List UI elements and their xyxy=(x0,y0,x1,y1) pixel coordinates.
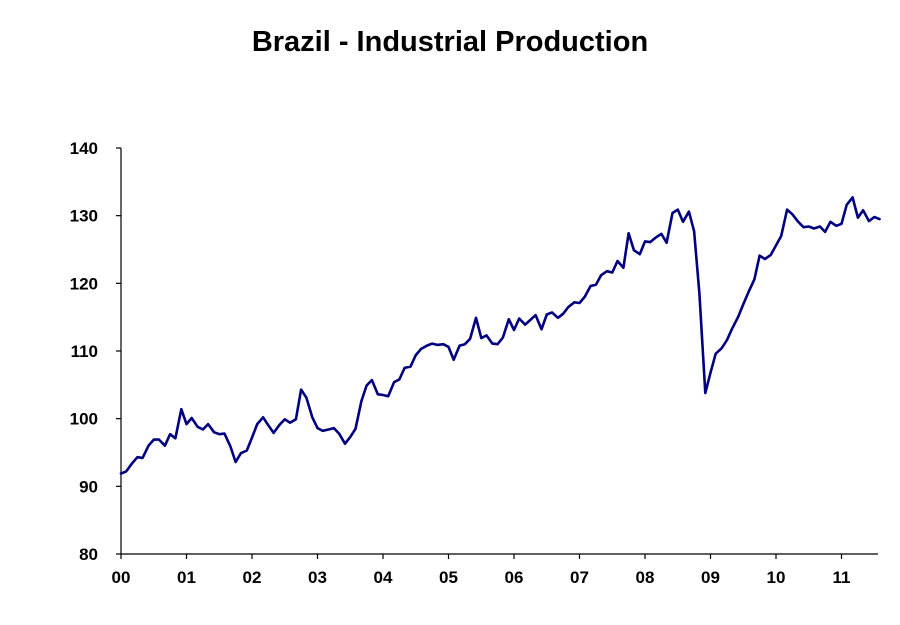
series-group xyxy=(119,196,881,475)
x-tick-label: 08 xyxy=(636,568,655,587)
series-line xyxy=(119,196,881,475)
x-axis: 00 01 02 03 04 05 06 07 08 09 10 11 xyxy=(112,553,878,587)
x-tick-label: 06 xyxy=(505,568,524,587)
y-tick-label: 100 xyxy=(70,410,98,429)
x-tick-label: 10 xyxy=(767,568,786,587)
chart-title: Brazil - Industrial Production xyxy=(251,26,649,58)
x-tick-label: 04 xyxy=(374,568,393,587)
y-tick-label: 140 xyxy=(70,139,98,158)
y-tick-label: 110 xyxy=(71,342,98,361)
y-tick-label: 120 xyxy=(70,274,98,293)
x-tick-label: 05 xyxy=(439,568,458,587)
x-tick-label: 03 xyxy=(308,568,327,587)
y-axis: 80 90 100 110 120 130 140 xyxy=(70,139,122,564)
x-tick-label: 07 xyxy=(570,568,589,587)
y-tick-label: 80 xyxy=(79,545,98,564)
x-tick-label: 00 xyxy=(112,568,131,587)
x-tick-label: 11 xyxy=(833,568,851,587)
x-tick-label: 01 xyxy=(177,568,196,587)
y-tick-label: 130 xyxy=(70,207,98,226)
x-tick-label: 09 xyxy=(701,568,720,587)
x-tick-label: 02 xyxy=(243,568,262,587)
y-tick-label: 90 xyxy=(79,477,98,496)
